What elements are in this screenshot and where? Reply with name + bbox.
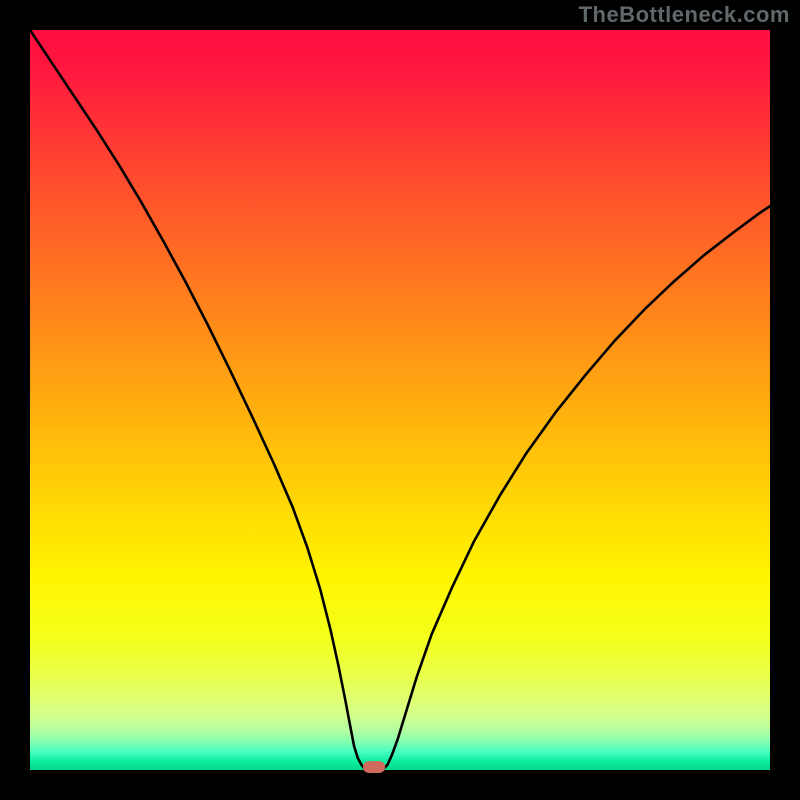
plot-background xyxy=(30,30,770,770)
bottleneck-chart-svg xyxy=(0,0,800,800)
optimal-marker xyxy=(363,761,385,773)
chart-frame: TheBottleneck.com xyxy=(0,0,800,800)
watermark-text: TheBottleneck.com xyxy=(579,2,790,28)
